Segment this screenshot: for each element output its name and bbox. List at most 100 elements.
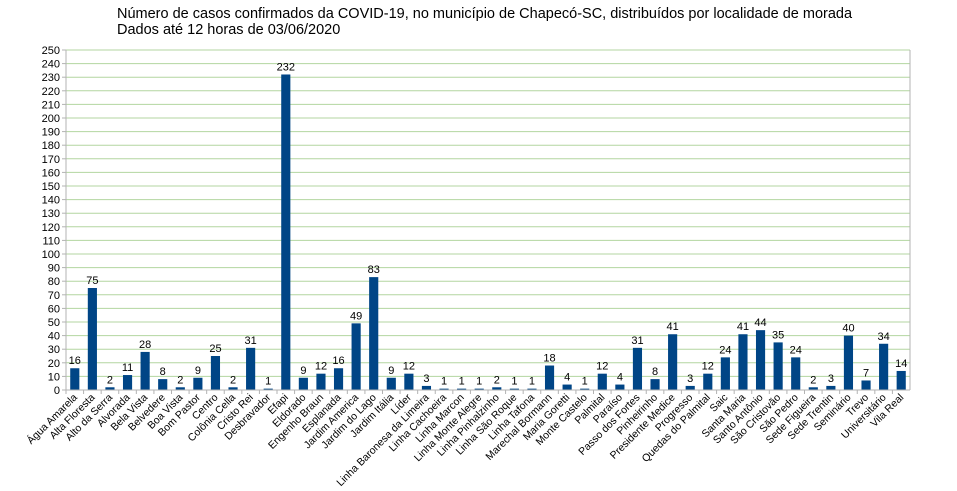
data-label: 75 xyxy=(86,275,98,287)
y-tick-label: 20 xyxy=(48,358,60,370)
bar xyxy=(650,379,660,390)
bar xyxy=(773,342,783,390)
bar xyxy=(896,370,906,390)
bar xyxy=(527,388,537,390)
chart-title: Número de casos confirmados da COVID-19,… xyxy=(117,6,853,22)
bar xyxy=(685,385,695,390)
data-label: 24 xyxy=(790,344,802,356)
bar xyxy=(597,373,607,390)
y-tick-label: 110 xyxy=(42,235,60,247)
data-label: 2 xyxy=(177,374,183,386)
data-label: 12 xyxy=(702,361,714,373)
y-tick-label: 30 xyxy=(48,344,60,356)
data-label: 31 xyxy=(631,335,643,347)
y-tick-label: 70 xyxy=(48,290,60,302)
data-label: 12 xyxy=(596,361,608,373)
data-label: 2 xyxy=(107,374,113,386)
data-label: 16 xyxy=(69,355,81,367)
data-label: 9 xyxy=(195,365,201,377)
data-label: 4 xyxy=(617,372,623,384)
bar xyxy=(474,388,484,390)
y-tick-label: 160 xyxy=(42,167,60,179)
y-tick-label: 190 xyxy=(42,127,60,139)
y-tick-label: 230 xyxy=(42,72,60,84)
bar xyxy=(755,330,766,390)
bar xyxy=(492,387,502,390)
data-label: 31 xyxy=(245,335,257,347)
y-axis: 0102030405060708090100110120130140150160… xyxy=(42,45,911,397)
data-label: 11 xyxy=(122,362,133,374)
data-label: 12 xyxy=(315,361,327,373)
data-label: 41 xyxy=(737,321,749,333)
bar xyxy=(105,387,115,390)
bar xyxy=(861,380,871,390)
bar xyxy=(175,387,185,390)
y-tick-label: 100 xyxy=(42,249,60,261)
bar xyxy=(738,334,748,390)
bar xyxy=(457,388,467,390)
y-tick-label: 0 xyxy=(54,385,60,397)
data-label: 49 xyxy=(350,310,362,322)
bar xyxy=(544,365,555,390)
bar xyxy=(668,334,678,390)
chart-subtitle: Dados até 12 horas de 03/06/2020 xyxy=(117,22,341,38)
data-label: 28 xyxy=(139,339,151,351)
bar xyxy=(263,388,273,390)
bar xyxy=(369,277,379,390)
data-label: 34 xyxy=(878,331,890,343)
data-label: 83 xyxy=(368,264,380,276)
bar xyxy=(122,375,133,390)
data-label: 44 xyxy=(754,317,766,329)
data-label: 40 xyxy=(842,323,854,335)
y-tick-label: 40 xyxy=(48,331,60,343)
bar xyxy=(808,387,818,390)
bar xyxy=(158,379,168,390)
data-label: 9 xyxy=(388,365,394,377)
data-label: 1 xyxy=(265,376,271,388)
data-label: 12 xyxy=(403,361,415,373)
bar xyxy=(843,335,854,390)
bar xyxy=(404,373,414,390)
data-label: 41 xyxy=(667,321,679,333)
bar xyxy=(791,357,801,390)
bar xyxy=(70,368,80,390)
bar xyxy=(87,288,97,390)
bar xyxy=(333,368,344,390)
y-tick-label: 150 xyxy=(42,181,60,193)
bar xyxy=(246,347,256,390)
data-label: 1 xyxy=(511,376,517,388)
data-label: 35 xyxy=(772,329,784,341)
bar xyxy=(298,377,308,390)
data-label: 1 xyxy=(582,376,588,388)
bar xyxy=(562,384,572,390)
bar xyxy=(351,323,361,390)
data-label: 8 xyxy=(160,366,166,378)
y-tick-label: 60 xyxy=(48,303,60,315)
data-label: 1 xyxy=(441,376,447,388)
bar xyxy=(879,343,889,390)
bar xyxy=(316,373,326,390)
data-label: 2 xyxy=(810,374,816,386)
y-tick-label: 10 xyxy=(48,371,60,383)
y-tick-label: 50 xyxy=(48,317,60,329)
bar xyxy=(703,373,713,390)
bar xyxy=(228,387,238,390)
y-tick-label: 130 xyxy=(42,208,60,220)
bar xyxy=(193,377,203,390)
data-label: 2 xyxy=(230,374,236,386)
data-label: 4 xyxy=(564,372,570,384)
y-tick-label: 120 xyxy=(42,222,60,234)
data-label: 16 xyxy=(332,355,344,367)
data-label: 14 xyxy=(895,358,907,370)
data-label: 232 xyxy=(277,61,295,73)
bar xyxy=(720,357,730,390)
bar xyxy=(439,388,449,390)
data-label: 25 xyxy=(209,343,221,355)
y-tick-label: 250 xyxy=(42,45,60,57)
bar xyxy=(281,74,291,390)
data-label: 9 xyxy=(300,365,306,377)
y-tick-label: 240 xyxy=(42,59,60,71)
